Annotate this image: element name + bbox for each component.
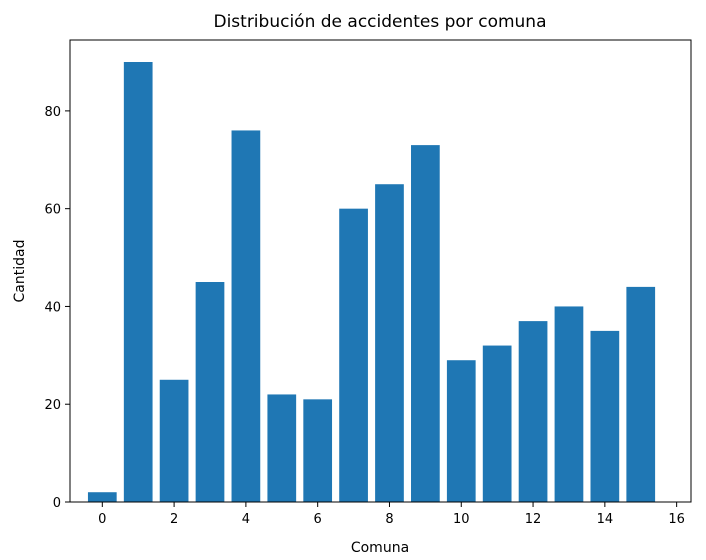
x-tick-label: 16 — [668, 512, 685, 527]
y-axis-label: Cantidad — [12, 240, 28, 303]
x-tick-label: 8 — [385, 512, 393, 527]
bar-comuna-14 — [590, 330, 620, 502]
y-axis-ticks: 0 20 40 60 80 — [44, 105, 70, 511]
chart-title: Distribución de accidentes por comuna — [213, 12, 546, 32]
bar-comuna-2 — [159, 379, 189, 502]
x-tick-label: 10 — [453, 512, 470, 527]
x-tick-label: 6 — [314, 512, 322, 527]
x-tick-label: 14 — [597, 512, 614, 527]
bar-comuna-15 — [626, 286, 656, 502]
y-tick-label: 60 — [44, 203, 61, 218]
bars-group — [87, 62, 656, 502]
bar-comuna-4 — [231, 130, 261, 502]
x-axis-ticks: 0 2 4 6 8 10 12 14 16 — [98, 502, 685, 527]
bar-comuna-1 — [123, 62, 153, 502]
bar-comuna-6 — [303, 399, 333, 502]
y-tick-label: 80 — [44, 105, 61, 120]
y-tick-label: 20 — [44, 398, 61, 413]
bar-comuna-9 — [411, 145, 440, 502]
bar-comuna-12 — [518, 321, 548, 502]
bar-comuna-7 — [339, 208, 368, 502]
x-tick-label: 0 — [98, 512, 106, 527]
x-tick-label: 2 — [170, 512, 178, 527]
plot-area-frame — [69, 39, 692, 503]
bar-comuna-0 — [87, 492, 117, 502]
bar-comuna-5 — [267, 394, 297, 502]
x-tick-label: 4 — [242, 512, 250, 527]
bar-comuna-3 — [195, 282, 225, 502]
y-tick-label: 0 — [53, 496, 61, 511]
x-axis-label: Comuna — [351, 540, 409, 556]
bar-comuna-8 — [375, 184, 404, 502]
y-tick-label: 40 — [44, 300, 61, 315]
bar-comuna-11 — [482, 345, 512, 502]
bar-comuna-13 — [554, 306, 584, 502]
bar-comuna-10 — [446, 360, 476, 502]
x-tick-label: 12 — [525, 512, 542, 527]
